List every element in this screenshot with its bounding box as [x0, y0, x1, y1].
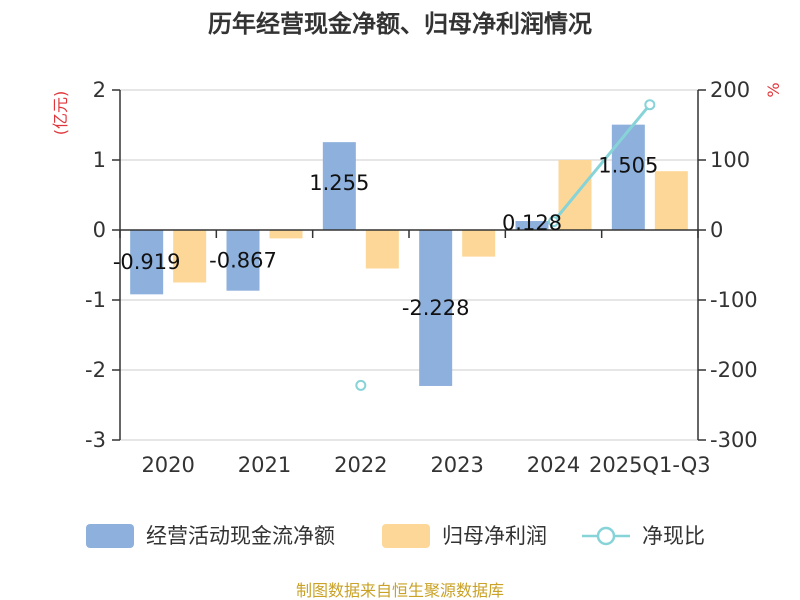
- x-tick-label: 2021: [238, 453, 291, 477]
- data-label-cashflow: 0.128: [502, 211, 562, 235]
- right-tick-label: 200: [710, 78, 750, 102]
- right-tick-label: -300: [710, 428, 758, 452]
- left-tick-label: 0: [93, 218, 106, 242]
- legend-label-cashflow: 经营活动现金流净额: [146, 524, 335, 548]
- x-tick-label: 2023: [430, 453, 483, 477]
- left-tick-label: 2: [93, 78, 106, 102]
- tick-labels: 2 1 0 -1 -2 -3 200 100 0 -100 -200 -300 2020 2021 2022…: [85, 78, 758, 477]
- left-tick-label: -2: [85, 358, 106, 382]
- ratio-point: [548, 216, 559, 228]
- legend-label-ratio: 净现比: [642, 524, 705, 548]
- x-tick-label: 2024: [527, 453, 580, 477]
- ratio-line-segment: [552, 103, 651, 223]
- legend-label-profit: 归母净利润: [442, 524, 547, 548]
- x-tick-label: 2025Q1-Q3: [589, 453, 711, 477]
- ratio-point: [644, 99, 656, 111]
- left-tick-label: 1: [93, 148, 106, 172]
- data-label-cashflow: -0.867: [209, 248, 277, 272]
- chart-title: 历年经营现金净额、归母净利润情况: [208, 10, 592, 38]
- data-label-cashflow: -2.228: [402, 296, 470, 320]
- bar-profit: [654, 171, 688, 230]
- bar-cashflow: [419, 230, 453, 386]
- right-tick-label: 100: [710, 148, 750, 172]
- legend-marker-ratio: [596, 526, 616, 546]
- right-tick-label: -200: [710, 358, 758, 382]
- legend-swatch-profit: [382, 524, 430, 548]
- left-tick-label: -1: [85, 288, 106, 312]
- left-axis-unit: (亿元): [51, 91, 70, 136]
- data-label-cashflow: 1.505: [598, 154, 658, 178]
- bar-cashflow: [515, 221, 549, 230]
- left-tick-label: -3: [85, 428, 106, 452]
- bar-cashflow: [226, 230, 260, 291]
- ratio-line: [355, 99, 656, 391]
- bar-profit: [365, 230, 399, 269]
- x-tick-label: 2020: [141, 453, 194, 477]
- right-axis-unit: %: [764, 82, 783, 97]
- bar-cashflow: [322, 142, 356, 230]
- legend-swatch-cashflow: [86, 524, 134, 548]
- bars: [130, 124, 688, 386]
- data-label-cashflow: 1.255: [309, 171, 369, 195]
- source-note: 制图数据来自恒生聚源数据库: [296, 581, 504, 600]
- data-labels: -0.919 -0.867 1.255 -2.228 0.128 1.505: [113, 154, 659, 320]
- legend: 经营活动现金流净额 归母净利润 净现比: [86, 524, 705, 548]
- gridlines: [120, 89, 698, 441]
- x-tick-label: 2022: [334, 453, 387, 477]
- axes: [112, 89, 706, 441]
- bar-cashflow: [130, 230, 164, 295]
- bar-profit: [269, 230, 303, 239]
- ratio-point: [355, 379, 367, 391]
- right-tick-label: -100: [710, 288, 758, 312]
- bar-profit: [173, 230, 207, 283]
- bar-profit: [462, 230, 496, 257]
- data-label-cashflow: -0.919: [113, 250, 181, 274]
- right-tick-label: 0: [710, 218, 723, 242]
